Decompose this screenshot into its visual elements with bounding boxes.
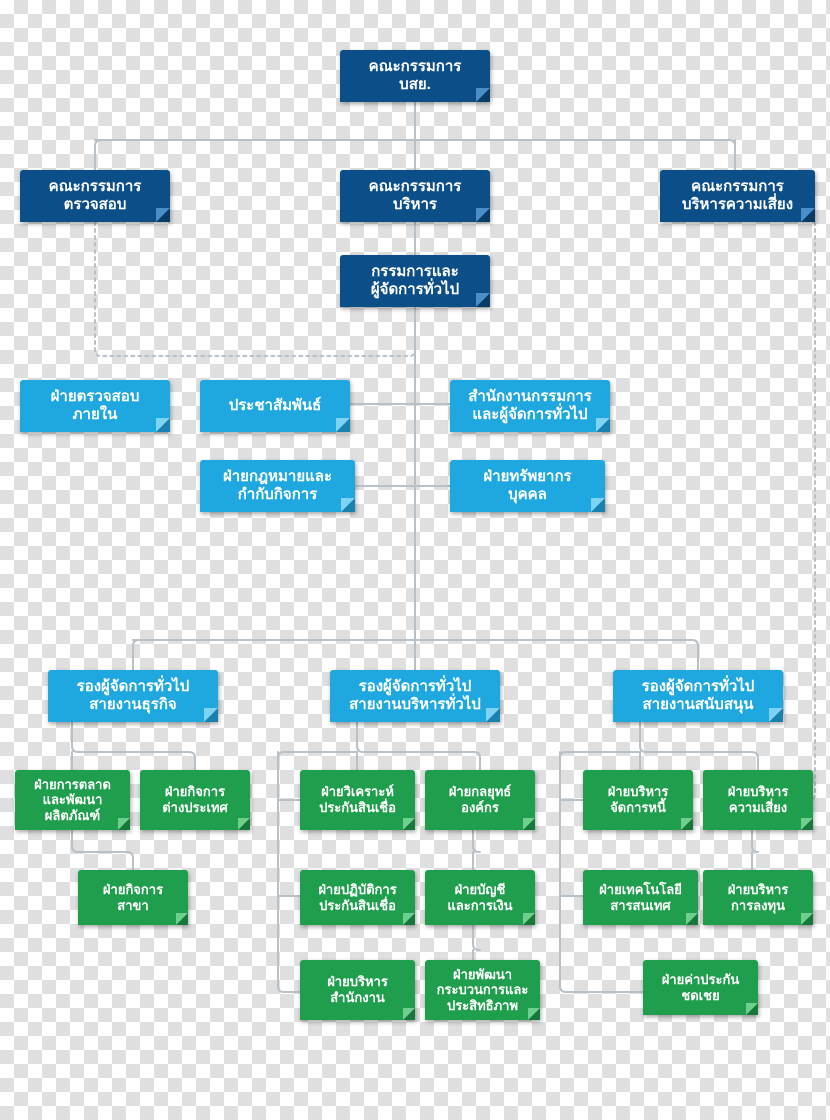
node-label: สายงานธุรกิจ bbox=[89, 696, 176, 713]
node-label: ประกันสินเชื่อ bbox=[319, 898, 396, 913]
node-label: สาขา bbox=[117, 898, 148, 913]
node-label: คณะกรรมการ bbox=[49, 178, 142, 195]
org-node-n_hr: ฝ่ายทรัพยากรบุคคล bbox=[450, 460, 605, 512]
org-node-g_branch: ฝ่ายกิจการสาขา bbox=[78, 870, 188, 925]
node-label: รองผู้จัดการทั่วไป bbox=[77, 678, 190, 695]
org-node-n_office: สำนักงานกรรมการและผู้จัดการทั่วไป bbox=[450, 380, 610, 432]
node-label: รองผู้จัดการทั่วไป bbox=[642, 678, 755, 695]
connector bbox=[473, 830, 480, 870]
connector-layer bbox=[0, 0, 830, 1120]
node-label: ภายใน bbox=[73, 406, 118, 423]
org-node-n_dgm2: รองผู้จัดการทั่วไปสายงานบริหารทั่วไป bbox=[330, 670, 500, 722]
node-label: และผู้จัดการทั่วไป bbox=[472, 406, 587, 423]
node-label: องค์กร bbox=[461, 800, 499, 815]
org-node-g_invest: ฝ่ายบริหารการลงทุน bbox=[703, 870, 813, 925]
node-label: สารสนเทศ bbox=[610, 898, 670, 913]
node-label: ประกันสินเชื่อ bbox=[319, 800, 396, 815]
node-label: ต่างประเทศ bbox=[162, 800, 228, 815]
node-label: บริหาร bbox=[393, 196, 437, 213]
connector bbox=[752, 830, 758, 870]
node-label: กรรมการและ bbox=[371, 263, 459, 280]
node-label: ความเสี่ยง bbox=[729, 800, 787, 815]
node-label: ฝ่ายกฎหมายและ bbox=[223, 468, 332, 485]
node-label: สำนักงานกรรมการ bbox=[468, 388, 592, 405]
org-node-n_legal: ฝ่ายกฎหมายและกำกับกิจการ bbox=[200, 460, 355, 512]
org-node-n_exec: คณะกรรมการบริหาร bbox=[340, 170, 490, 222]
node-label: ฝ่ายกิจการ bbox=[103, 882, 163, 897]
node-label: คณะกรรมการ bbox=[369, 58, 462, 75]
node-label: สำนักงาน bbox=[330, 990, 385, 1005]
org-node-g_credit: ฝ่ายวิเคราะห์ประกันสินเชื่อ bbox=[300, 770, 415, 830]
node-label: ฝ่ายกิจการ bbox=[165, 784, 225, 799]
org-node-g_ops: ฝ่ายปฏิบัติการประกันสินเชื่อ bbox=[300, 870, 415, 925]
org-node-n_intaudit: ฝ่ายตรวจสอบภายใน bbox=[20, 380, 170, 432]
node-label: ฝ่ายตรวจสอบ bbox=[51, 388, 140, 405]
node-label: ฝ่ายวิเคราะห์ bbox=[321, 784, 394, 799]
org-node-n_top: คณะกรรมการบสย. bbox=[340, 50, 490, 102]
connector bbox=[72, 722, 195, 770]
node-label: รองผู้จัดการทั่วไป bbox=[359, 678, 472, 695]
org-node-g_acct: ฝ่ายบัญชีและการเงิน bbox=[425, 870, 535, 925]
node-label: คณะกรรมการ bbox=[691, 178, 784, 195]
node-label: ฝ่ายค่าประกัน bbox=[662, 972, 740, 987]
org-node-n_gm: กรรมการและผู้จัดการทั่วไป bbox=[340, 255, 490, 307]
node-label: ฝ่ายปฏิบัติการ bbox=[318, 882, 396, 897]
node-label: สายงานสนับสนุน bbox=[643, 696, 754, 713]
node-label: ผลิตภัณฑ์ bbox=[45, 808, 100, 823]
node-label: คณะกรรมการ bbox=[369, 178, 462, 195]
org-node-n_risk: คณะกรรมการบริหารความเสี่ยง bbox=[660, 170, 815, 222]
node-label: บริหารความเสี่ยง bbox=[682, 196, 793, 213]
node-label: และการเงิน bbox=[447, 898, 512, 913]
node-label: และพัฒนา bbox=[43, 792, 103, 807]
org-node-g_intl: ฝ่ายกิจการต่างประเทศ bbox=[140, 770, 250, 830]
connector bbox=[640, 722, 758, 770]
node-label: ผู้จัดการทั่วไป bbox=[371, 281, 459, 298]
node-label: บสย. bbox=[399, 76, 431, 93]
org-node-g_strategy: ฝ่ายกลยุทธ์องค์กร bbox=[425, 770, 535, 830]
node-label: ชดเชย bbox=[681, 988, 719, 1003]
org-node-n_dgm1: รองผู้จัดการทั่วไปสายงานธุรกิจ bbox=[48, 670, 218, 722]
org-node-g_it: ฝ่ายเทคโนโลยีสารสนเทศ bbox=[583, 870, 698, 925]
org-node-g_admin: ฝ่ายบริหารสำนักงาน bbox=[300, 960, 415, 1020]
node-label: ฝ่ายบริหาร bbox=[728, 784, 789, 799]
connector bbox=[473, 925, 480, 960]
org-node-g_process: ฝ่ายพัฒนากระบวนการและประสิทธิภาพ bbox=[425, 960, 540, 1020]
node-label: สายงานบริหารทั่วไป bbox=[349, 696, 481, 713]
org-node-g_claim: ฝ่ายค่าประกันชดเชย bbox=[643, 960, 758, 1015]
connector bbox=[357, 722, 480, 770]
org-node-n_audit: คณะกรรมการตรวจสอบ bbox=[20, 170, 170, 222]
node-label: ฝ่ายบริหาร bbox=[728, 882, 789, 897]
node-label: จัดการหนี้ bbox=[610, 800, 666, 815]
node-label: ฝ่ายกลยุทธ์ bbox=[449, 784, 512, 799]
org-node-n_dgm3: รองผู้จัดการทั่วไปสายงานสนับสนุน bbox=[613, 670, 783, 722]
org-node-n_pr: ประชาสัมพันธ์ bbox=[200, 380, 350, 432]
node-label: ฝ่ายบริหาร bbox=[608, 784, 669, 799]
org-node-g_debt: ฝ่ายบริหารจัดการหนี้ bbox=[583, 770, 693, 830]
node-label: ฝ่ายบริหาร bbox=[327, 974, 388, 989]
node-label: ตรวจสอบ bbox=[64, 196, 127, 213]
org-node-g_mkt: ฝ่ายการตลาดและพัฒนาผลิตภัณฑ์ bbox=[15, 770, 130, 830]
node-label: ฝ่ายเทคโนโลยี bbox=[599, 882, 682, 897]
node-label: บุคคล bbox=[508, 486, 547, 503]
node-label: ประสิทธิภาพ bbox=[447, 998, 518, 1013]
node-label: กระบวนการและ bbox=[437, 982, 529, 997]
org-node-g_riskm: ฝ่ายบริหารความเสี่ยง bbox=[703, 770, 813, 830]
connector-dotted bbox=[809, 222, 815, 800]
node-label: ฝ่ายทรัพยากร bbox=[483, 468, 571, 485]
node-label: ฝ่ายบัญชี bbox=[455, 882, 506, 897]
node-label: ฝ่ายพัฒนา bbox=[453, 967, 512, 982]
node-label: การลงทุน bbox=[731, 898, 785, 913]
node-label: ฝ่ายการตลาด bbox=[34, 777, 111, 792]
node-label: ประชาสัมพันธ์ bbox=[229, 397, 322, 414]
node-label: กำกับกิจการ bbox=[238, 486, 318, 503]
